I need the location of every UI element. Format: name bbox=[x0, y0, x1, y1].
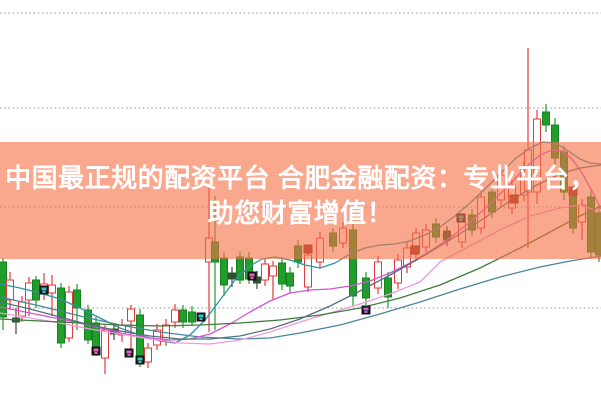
banner-line-2: 助您财富增值！ bbox=[207, 197, 394, 228]
promo-banner: 中国最正规的配资平台 合肥金融配资：专业平台， 助您财富增值！ bbox=[0, 142, 601, 259]
banner-line-1: 中国最正规的配资平台 合肥金融配资：专业平台， bbox=[5, 162, 596, 193]
